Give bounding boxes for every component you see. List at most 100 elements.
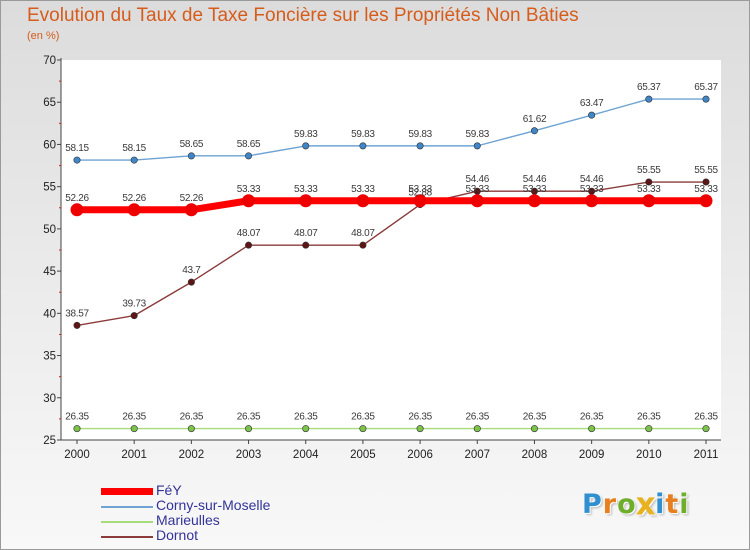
- data-point-corny-sur-moselle: [530, 127, 538, 135]
- logo-letter: t: [665, 489, 680, 520]
- data-point-corny-sur-moselle: [702, 95, 710, 103]
- x-tick-label: 2003: [236, 449, 262, 461]
- data-label-f-y: 52.26: [180, 193, 204, 204]
- data-label-dornot: 48.07: [294, 228, 318, 239]
- data-label-corny-sur-moselle: 58.65: [237, 139, 261, 150]
- data-label-f-y: 53.33: [694, 184, 718, 195]
- x-tick-label: 2001: [121, 449, 147, 461]
- data-point-dornot: [130, 312, 138, 320]
- data-point-f-y: [413, 194, 427, 208]
- y-tick-label: 45: [43, 266, 56, 278]
- x-tick-label: 2005: [350, 449, 376, 461]
- data-point-marieulles: [245, 425, 253, 433]
- data-label-f-y: 52.26: [122, 193, 146, 204]
- y-tick-label: 70: [43, 55, 56, 67]
- data-point-f-y: [356, 194, 370, 208]
- legend-swatch: [101, 506, 153, 508]
- data-label-marieulles: 26.35: [637, 412, 661, 423]
- y-tick-label: 40: [43, 308, 56, 320]
- plot-area: [61, 60, 721, 440]
- data-label-marieulles: 26.35: [466, 412, 490, 423]
- y-tick-label: 55: [43, 182, 56, 194]
- data-point-corny-sur-moselle: [245, 152, 253, 160]
- data-point-marieulles: [130, 425, 138, 433]
- data-point-marieulles: [588, 425, 596, 433]
- data-point-corny-sur-moselle: [473, 142, 481, 150]
- y-tick-label: 50: [43, 224, 56, 236]
- data-label-f-y: 53.33: [466, 184, 490, 195]
- data-label-corny-sur-moselle: 65.37: [637, 82, 661, 93]
- data-label-dornot: 54.46: [580, 174, 604, 185]
- x-tick-label: 2002: [179, 449, 205, 461]
- logo-letter: x: [635, 486, 657, 523]
- data-point-corny-sur-moselle: [73, 156, 81, 164]
- data-point-corny-sur-moselle: [302, 142, 310, 150]
- logo-letter: r: [602, 489, 618, 520]
- x-tick-label: 2006: [407, 449, 433, 461]
- data-label-corny-sur-moselle: 63.47: [580, 98, 604, 109]
- data-point-marieulles: [702, 425, 710, 433]
- data-label-f-y: 53.33: [237, 184, 261, 195]
- data-label-dornot: 48.07: [237, 228, 261, 239]
- data-point-f-y: [585, 194, 599, 208]
- x-tick-label: 2007: [464, 449, 490, 461]
- data-label-marieulles: 26.35: [237, 412, 261, 423]
- data-label-marieulles: 26.35: [580, 412, 604, 423]
- legend-label: Marieulles: [156, 512, 220, 528]
- series-line-f-y: [77, 197, 706, 214]
- data-label-f-y: 53.33: [637, 184, 661, 195]
- data-label-corny-sur-moselle: 59.83: [466, 129, 490, 140]
- series-line-dornot: [76, 181, 706, 327]
- data-label-marieulles: 26.35: [122, 412, 146, 423]
- data-label-dornot: 48.07: [351, 228, 375, 239]
- data-label-dornot: 52.88: [408, 188, 432, 199]
- data-point-marieulles: [73, 425, 81, 433]
- data-label-f-y: 53.33: [580, 184, 604, 195]
- data-point-corny-sur-moselle: [645, 95, 653, 103]
- data-point-f-y: [70, 203, 84, 217]
- data-point-marieulles: [187, 425, 195, 433]
- data-point-f-y: [699, 194, 713, 208]
- data-label-dornot: 38.57: [65, 308, 89, 319]
- data-label-dornot: 54.46: [466, 174, 490, 185]
- legend-swatch: [101, 536, 153, 538]
- data-point-dornot: [359, 241, 367, 249]
- legend-label: Dornot: [156, 527, 199, 543]
- data-point-marieulles: [359, 425, 367, 433]
- data-label-marieulles: 26.35: [408, 412, 432, 423]
- data-label-corny-sur-moselle: 59.83: [408, 129, 432, 140]
- data-point-f-y: [242, 194, 256, 208]
- y-tick-label: 60: [43, 139, 56, 151]
- data-label-marieulles: 26.35: [65, 412, 89, 423]
- data-point-marieulles: [645, 425, 653, 433]
- data-point-corny-sur-moselle: [130, 156, 138, 164]
- data-label-f-y: 52.26: [65, 193, 89, 204]
- data-point-marieulles: [302, 425, 310, 433]
- data-label-corny-sur-moselle: 59.83: [351, 129, 375, 140]
- data-label-dornot: 39.73: [122, 299, 146, 310]
- data-label-corny-sur-moselle: 61.62: [523, 114, 547, 125]
- y-tick-label: 25: [43, 435, 56, 447]
- legend-swatch: [101, 488, 153, 495]
- chart-title: Evolution du Taux de Taxe Foncière sur l…: [27, 5, 579, 26]
- logo-letter: i: [679, 489, 690, 520]
- data-point-f-y: [527, 194, 541, 208]
- data-label-f-y: 53.33: [294, 184, 318, 195]
- data-point-f-y: [127, 203, 141, 217]
- data-point-marieulles: [530, 425, 538, 433]
- data-label-corny-sur-moselle: 58.65: [180, 139, 204, 150]
- legend-label: Corny-sur-Moselle: [156, 497, 271, 513]
- x-tick-label: 2009: [579, 449, 605, 461]
- data-point-marieulles: [416, 425, 424, 433]
- data-point-corny-sur-moselle: [588, 111, 596, 119]
- logo-letter: P: [582, 489, 603, 520]
- data-label-marieulles: 26.35: [351, 412, 375, 423]
- proxiti-logo: Proxiti: [582, 486, 690, 523]
- x-tick-label: 2010: [636, 449, 662, 461]
- data-label-dornot: 54.46: [523, 174, 547, 185]
- data-label-marieulles: 26.35: [180, 412, 204, 423]
- data-label-f-y: 53.33: [351, 184, 375, 195]
- legend-swatch: [101, 521, 153, 523]
